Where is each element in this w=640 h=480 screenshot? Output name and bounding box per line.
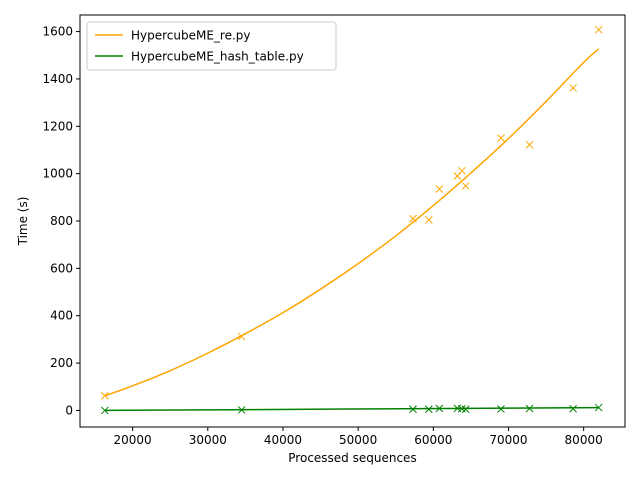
x-axis: 20000 30000 40000 50000 60000 70000 80000: [114, 427, 603, 447]
x-tick-label: 80000: [565, 433, 603, 447]
x-tick-label: 50000: [339, 433, 377, 447]
series-re: [100, 25, 603, 400]
legend-item: HypercubeME_hash_table.py: [95, 50, 304, 64]
legend-item: HypercubeME_re.py: [95, 29, 251, 43]
data-point: [525, 140, 534, 149]
series-hash-table: [100, 403, 603, 415]
legend-label: HypercubeME_re.py: [131, 29, 251, 43]
y-tick-label: 600: [50, 261, 73, 275]
data-point: [569, 404, 577, 413]
y-tick-label: 1400: [42, 72, 73, 86]
legend-label: HypercubeME_hash_table.py: [131, 50, 304, 64]
data-point: [424, 405, 433, 414]
y-tick-label: 200: [50, 356, 73, 370]
data-point: [435, 185, 444, 193]
data-point: [458, 166, 466, 175]
legend-box: [86, 21, 337, 71]
data-point: [100, 391, 109, 400]
data-point: [237, 332, 246, 341]
fit-line: [104, 48, 600, 397]
data-point: [237, 406, 246, 414]
y-axis-label: Time (s): [16, 197, 30, 247]
data-point: [497, 405, 505, 413]
data-point: [569, 84, 577, 92]
y-axis: 0 200 400 600 800 1000 1200 1400 1600: [42, 25, 80, 417]
data-point: [435, 404, 444, 413]
legend: HypercubeME_re.py HypercubeME_hash_table.…: [86, 21, 337, 71]
x-tick-label: 30000: [189, 433, 227, 447]
series-layer: [100, 25, 603, 415]
x-tick-label: 60000: [414, 433, 452, 447]
y-tick-label: 1600: [42, 25, 73, 39]
y-tick-label: 0: [65, 403, 73, 417]
fit-line: [104, 406, 599, 412]
y-tick-label: 1000: [42, 167, 73, 181]
x-tick-label: 40000: [264, 433, 302, 447]
x-tick-label: 70000: [489, 433, 527, 447]
x-axis-label: Processed sequences: [288, 451, 416, 465]
y-tick-label: 1200: [42, 119, 73, 133]
data-point: [100, 406, 109, 415]
data-point: [594, 25, 603, 34]
data-point: [409, 405, 417, 414]
x-tick-label: 20000: [114, 433, 152, 447]
data-point: [525, 404, 534, 413]
data-point: [594, 403, 603, 412]
data-point: [497, 134, 505, 142]
data-point: [424, 215, 433, 224]
y-tick-label: 400: [50, 309, 73, 323]
data-point: [461, 405, 470, 414]
data-point: [461, 182, 470, 190]
data-point: [409, 214, 417, 223]
y-tick-label: 800: [50, 214, 73, 228]
